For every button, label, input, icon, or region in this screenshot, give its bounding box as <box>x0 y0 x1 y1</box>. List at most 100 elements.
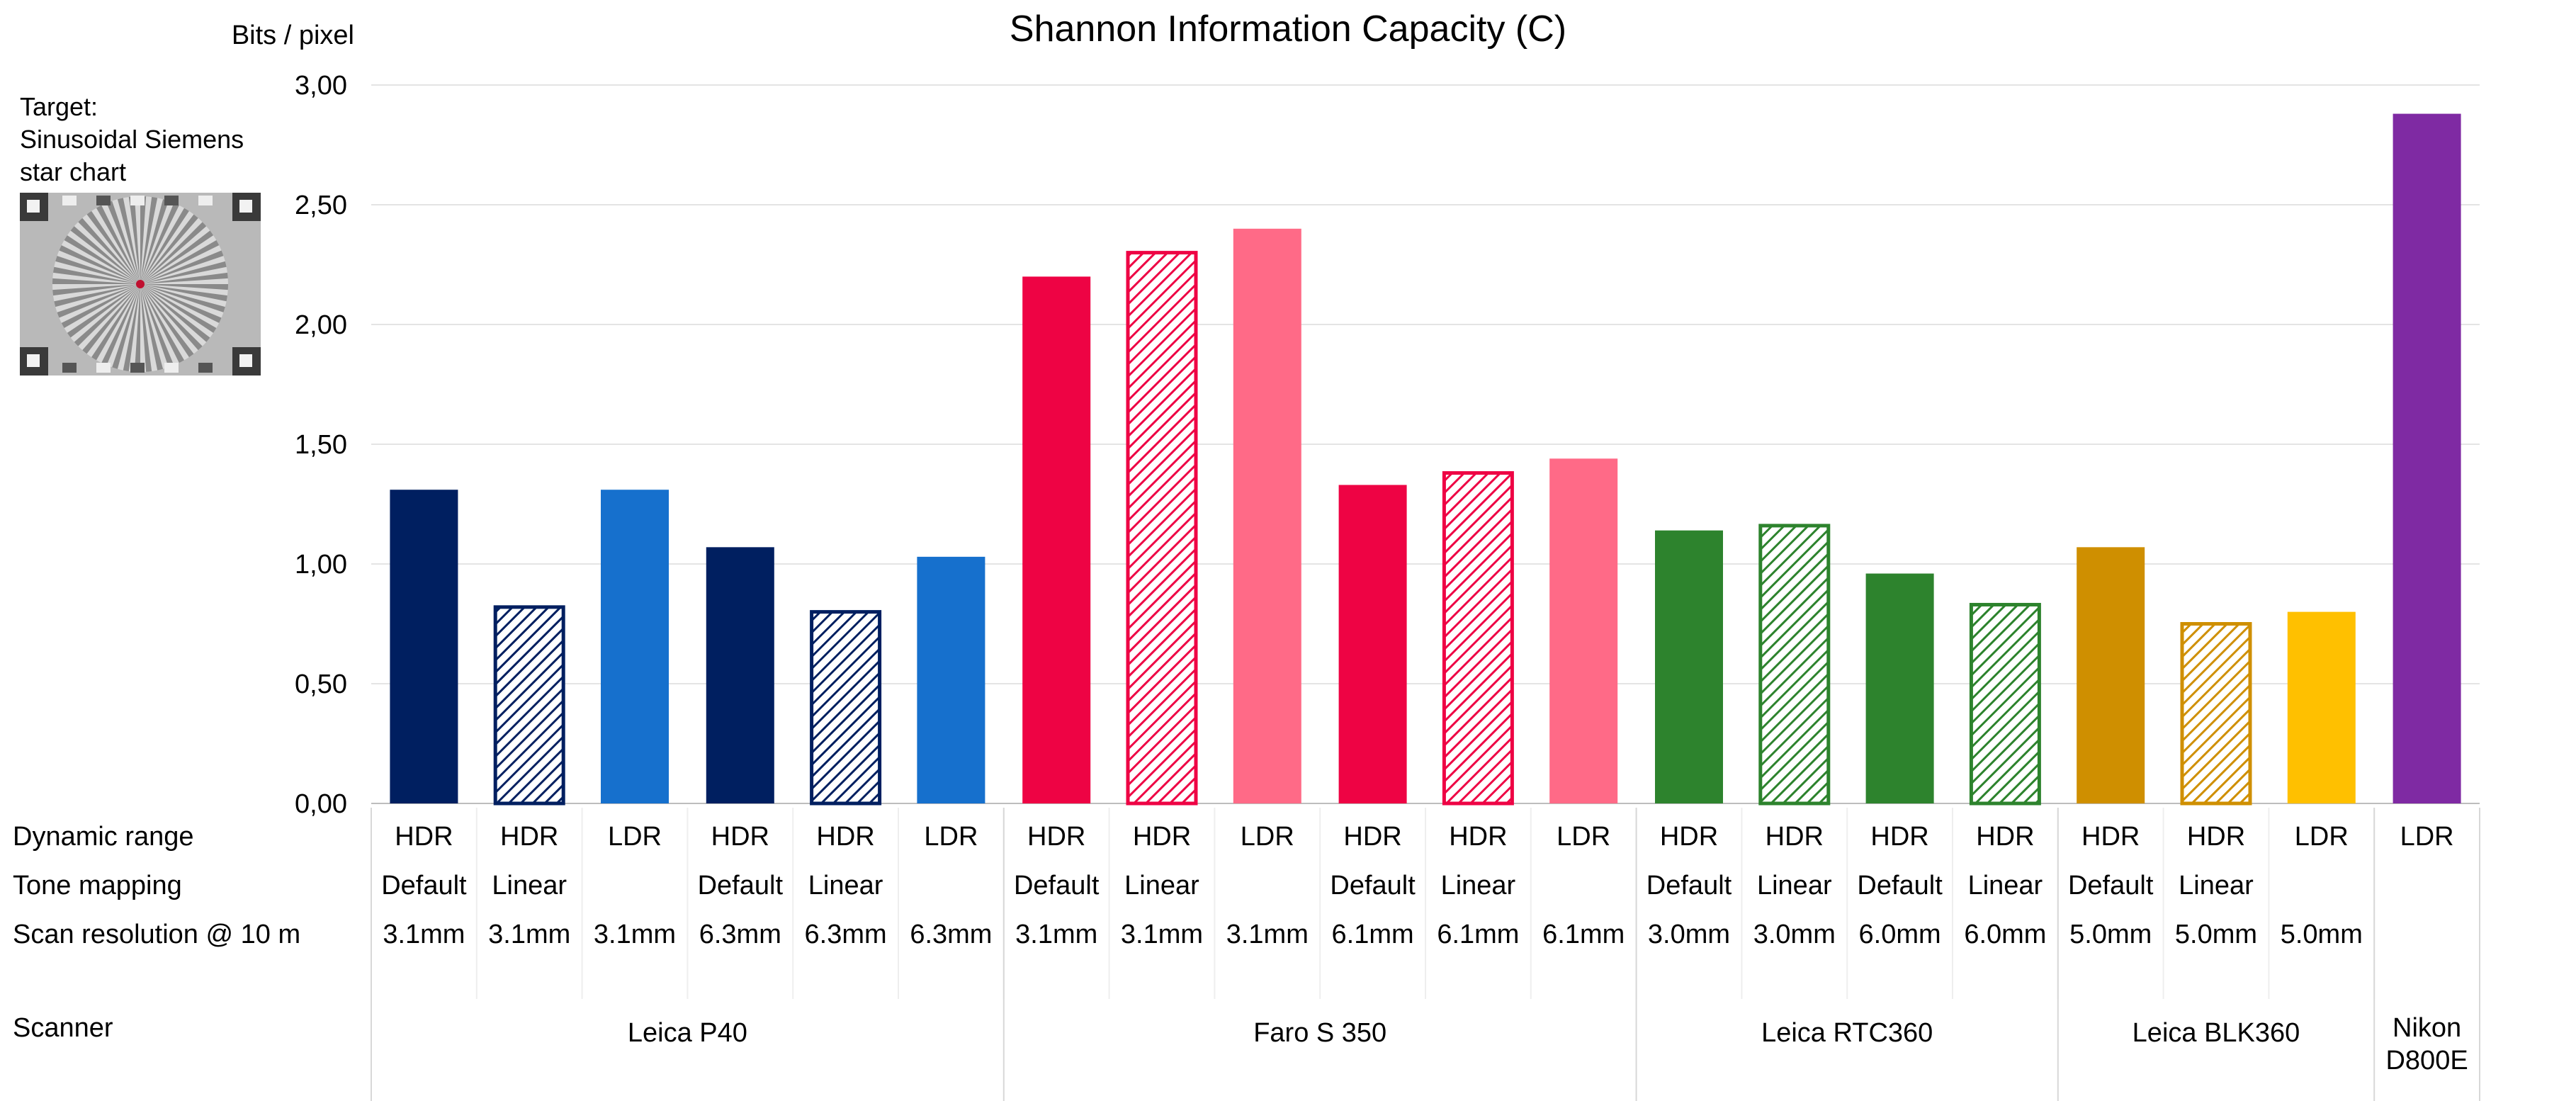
bars <box>390 113 2461 806</box>
bar <box>493 605 565 806</box>
bar <box>1442 471 1514 806</box>
gridlines <box>371 84 2480 804</box>
cell-tone-mapping: Default <box>2068 871 2154 900</box>
scanner-label: Faro S 350 <box>1253 1018 1386 1048</box>
cell-resolution: 3.1mm <box>488 920 570 949</box>
cell-resolution: 5.0mm <box>2175 920 2257 949</box>
target-note-line-1: Target: <box>20 92 98 121</box>
cell-tone-mapping: Default <box>1857 871 1943 900</box>
target-note-line-2: Sinusoidal Siemens <box>20 125 244 154</box>
y-axis-ticks: 0,00 0,50 1,00 1,50 2,00 2,50 3,00 <box>295 71 347 819</box>
cell-dynamic-range: HDR <box>1449 822 1507 852</box>
cell-dynamic-range: LDR <box>608 822 662 852</box>
siemens-star-thumbnail <box>20 193 261 376</box>
cell-resolution: 3.1mm <box>594 920 676 949</box>
cell-resolution: 5.0mm <box>2281 920 2363 949</box>
cell-tone-mapping: Default <box>698 871 784 900</box>
cell-resolution: 3.1mm <box>1226 920 1309 949</box>
y-tick-label: 2,00 <box>295 310 347 340</box>
bar <box>601 490 669 803</box>
row-label-scan-resolution: Scan resolution @ 10 m <box>13 920 300 949</box>
cell-dynamic-range: LDR <box>1557 822 1610 852</box>
target-note-line-3: star chart <box>20 157 126 186</box>
bar <box>1865 573 1934 803</box>
cell-dynamic-range: HDR <box>395 822 453 852</box>
scanner-label: Nikon <box>2393 1013 2461 1043</box>
bar <box>1549 458 1618 803</box>
cell-dynamic-range: HDR <box>1133 822 1191 852</box>
cell-resolution: 6.3mm <box>805 920 887 949</box>
cell-resolution: 6.3mm <box>699 920 781 949</box>
y-tick-label: 1,50 <box>295 430 347 460</box>
cell-tone-mapping: Linear <box>1124 871 1199 900</box>
cell-resolution: 3.1mm <box>383 920 465 949</box>
cell-tone-mapping: Default <box>1646 871 1732 900</box>
bar <box>1126 251 1198 806</box>
scanner-label: D800E <box>2385 1046 2468 1075</box>
bar <box>917 556 985 803</box>
bar <box>2077 547 2145 803</box>
cell-resolution: 6.1mm <box>1437 920 1519 949</box>
cell-dynamic-range: HDR <box>2081 822 2140 852</box>
cell-tone-mapping: Linear <box>2179 871 2254 900</box>
target-note: Target: Sinusoidal Siemens star chart <box>20 92 261 376</box>
cell-resolution: 3.0mm <box>1648 920 1730 949</box>
y-tick-label: 3,00 <box>295 71 347 101</box>
bar <box>2287 611 2356 803</box>
bar <box>810 610 882 806</box>
category-table: Dynamic range Tone mapping Scan resoluti… <box>13 808 2480 1101</box>
cell-dynamic-range: LDR <box>2295 822 2349 852</box>
scanner-label: Leica BLK360 <box>2132 1018 2300 1048</box>
cell-dynamic-range: HDR <box>816 822 874 852</box>
cell-tone-mapping: Default <box>1014 871 1100 900</box>
bar <box>2180 622 2252 806</box>
y-tick-label: 0,50 <box>295 670 347 699</box>
bar <box>390 490 458 803</box>
cell-resolution: 6.1mm <box>1542 920 1625 949</box>
cell-resolution: 6.0mm <box>1859 920 1941 949</box>
cell-tone-mapping: Linear <box>492 871 567 900</box>
cell-resolution: 3.0mm <box>1753 920 1836 949</box>
y-tick-label: 2,50 <box>295 191 347 220</box>
chart-title: Shannon Information Capacity (C) <box>1010 9 1566 50</box>
row-label-dynamic-range: Dynamic range <box>13 822 194 852</box>
bar <box>1338 485 1407 803</box>
cell-resolution: 6.0mm <box>1964 920 2046 949</box>
bar <box>1233 228 1301 803</box>
row-label-scanner: Scanner <box>13 1013 113 1043</box>
cell-dynamic-range: LDR <box>1241 822 1294 852</box>
cell-resolution: 3.1mm <box>1121 920 1203 949</box>
cell-dynamic-range: HDR <box>1976 822 2034 852</box>
cell-dynamic-range: LDR <box>924 822 978 852</box>
cell-tone-mapping: Default <box>1330 871 1416 900</box>
bar <box>1655 530 1723 803</box>
cell-tone-mapping: Default <box>381 871 467 900</box>
cell-tone-mapping: Linear <box>1968 871 2043 900</box>
cell-dynamic-range: HDR <box>2187 822 2245 852</box>
cell-resolution: 5.0mm <box>2069 920 2152 949</box>
bar <box>2393 113 2461 803</box>
y-axis-label: Bits / pixel <box>232 21 354 50</box>
bar <box>1969 602 2041 806</box>
cell-dynamic-range: HDR <box>1027 822 1085 852</box>
cell-dynamic-range: HDR <box>1343 822 1401 852</box>
cell-dynamic-range: HDR <box>711 822 769 852</box>
cell-tone-mapping: Linear <box>808 871 883 900</box>
cell-resolution: 6.1mm <box>1332 920 1414 949</box>
scanner-label: Leica P40 <box>628 1018 747 1048</box>
bar <box>1758 524 1831 806</box>
cell-dynamic-range: HDR <box>1660 822 1718 852</box>
bar <box>706 547 774 803</box>
scanner-label: Leica RTC360 <box>1761 1018 1933 1048</box>
cell-resolution: 3.1mm <box>1015 920 1097 949</box>
y-tick-label: 0,00 <box>295 789 347 819</box>
cell-dynamic-range: HDR <box>1870 822 1928 852</box>
cell-tone-mapping: Linear <box>1441 871 1516 900</box>
cell-resolution: 6.3mm <box>910 920 992 949</box>
cell-dynamic-range: LDR <box>2400 822 2454 852</box>
bar <box>1022 276 1091 803</box>
cell-dynamic-range: HDR <box>1766 822 1824 852</box>
y-tick-label: 1,00 <box>295 550 347 580</box>
cell-dynamic-range: HDR <box>500 822 558 852</box>
